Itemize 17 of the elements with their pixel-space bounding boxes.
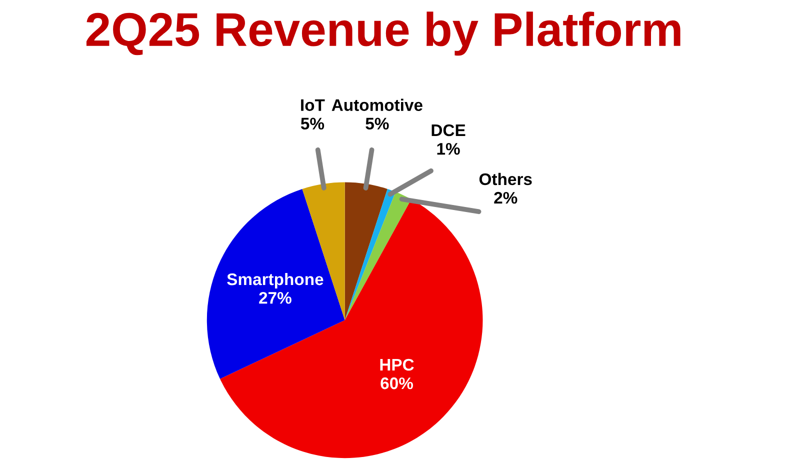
slice-label: Others bbox=[479, 172, 532, 186]
slice-label: IoT bbox=[301, 99, 325, 111]
data-label: 5% bbox=[300, 118, 324, 130]
slice-label: Smartphone bbox=[227, 272, 324, 289]
data-label: 1% bbox=[437, 142, 460, 155]
pie-slice bbox=[344, 182, 388, 320]
data-label: 27% bbox=[259, 292, 292, 304]
pie-slice bbox=[206, 188, 345, 379]
data-label: 5% bbox=[366, 118, 389, 130]
pie-slice bbox=[344, 192, 412, 320]
slice-label: HPC bbox=[380, 358, 414, 371]
slice-label: Automotive bbox=[332, 98, 422, 111]
pie-slice bbox=[344, 188, 396, 320]
data-label: 2% bbox=[494, 192, 518, 204]
slice-label: DCE bbox=[432, 124, 466, 136]
data-label: 60% bbox=[380, 377, 413, 390]
chart-title: 2Q25 Revenue by Platform bbox=[86, 12, 680, 56]
